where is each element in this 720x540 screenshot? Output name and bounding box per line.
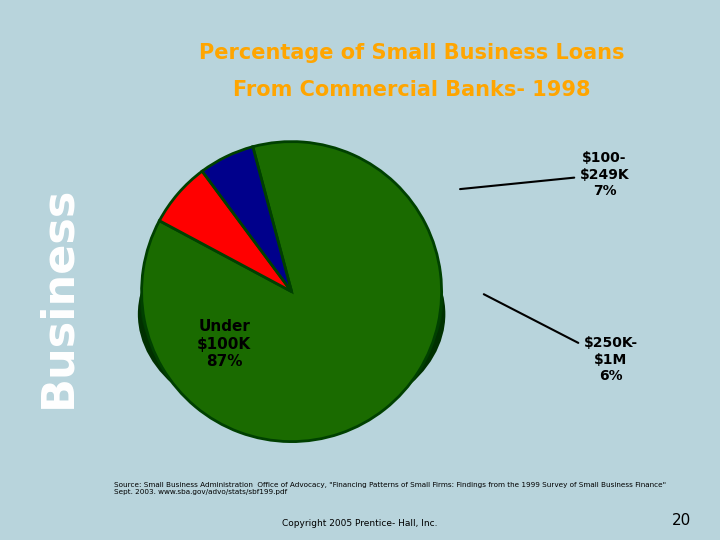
- Text: Business: Business: [37, 186, 79, 408]
- Wedge shape: [159, 171, 292, 292]
- Text: $100-
$249K
7%: $100- $249K 7%: [460, 151, 629, 198]
- Text: From Commercial Banks- 1998: From Commercial Banks- 1998: [233, 80, 591, 100]
- Wedge shape: [142, 141, 441, 442]
- Wedge shape: [202, 147, 292, 292]
- Text: $250K-
$1M
6%: $250K- $1M 6%: [484, 294, 638, 383]
- Text: Percentage of Small Business Loans: Percentage of Small Business Loans: [199, 43, 625, 63]
- Ellipse shape: [142, 195, 441, 411]
- Text: Copyright 2005 Prentice- Hall, Inc.: Copyright 2005 Prentice- Hall, Inc.: [282, 519, 438, 528]
- Text: 20: 20: [672, 513, 691, 528]
- Text: Under
$100K
87%: Under $100K 87%: [197, 319, 251, 369]
- Text: Source: Small Business Administration  Office of Advocacy, "Financing Patterns o: Source: Small Business Administration Of…: [114, 482, 666, 495]
- Ellipse shape: [138, 204, 446, 425]
